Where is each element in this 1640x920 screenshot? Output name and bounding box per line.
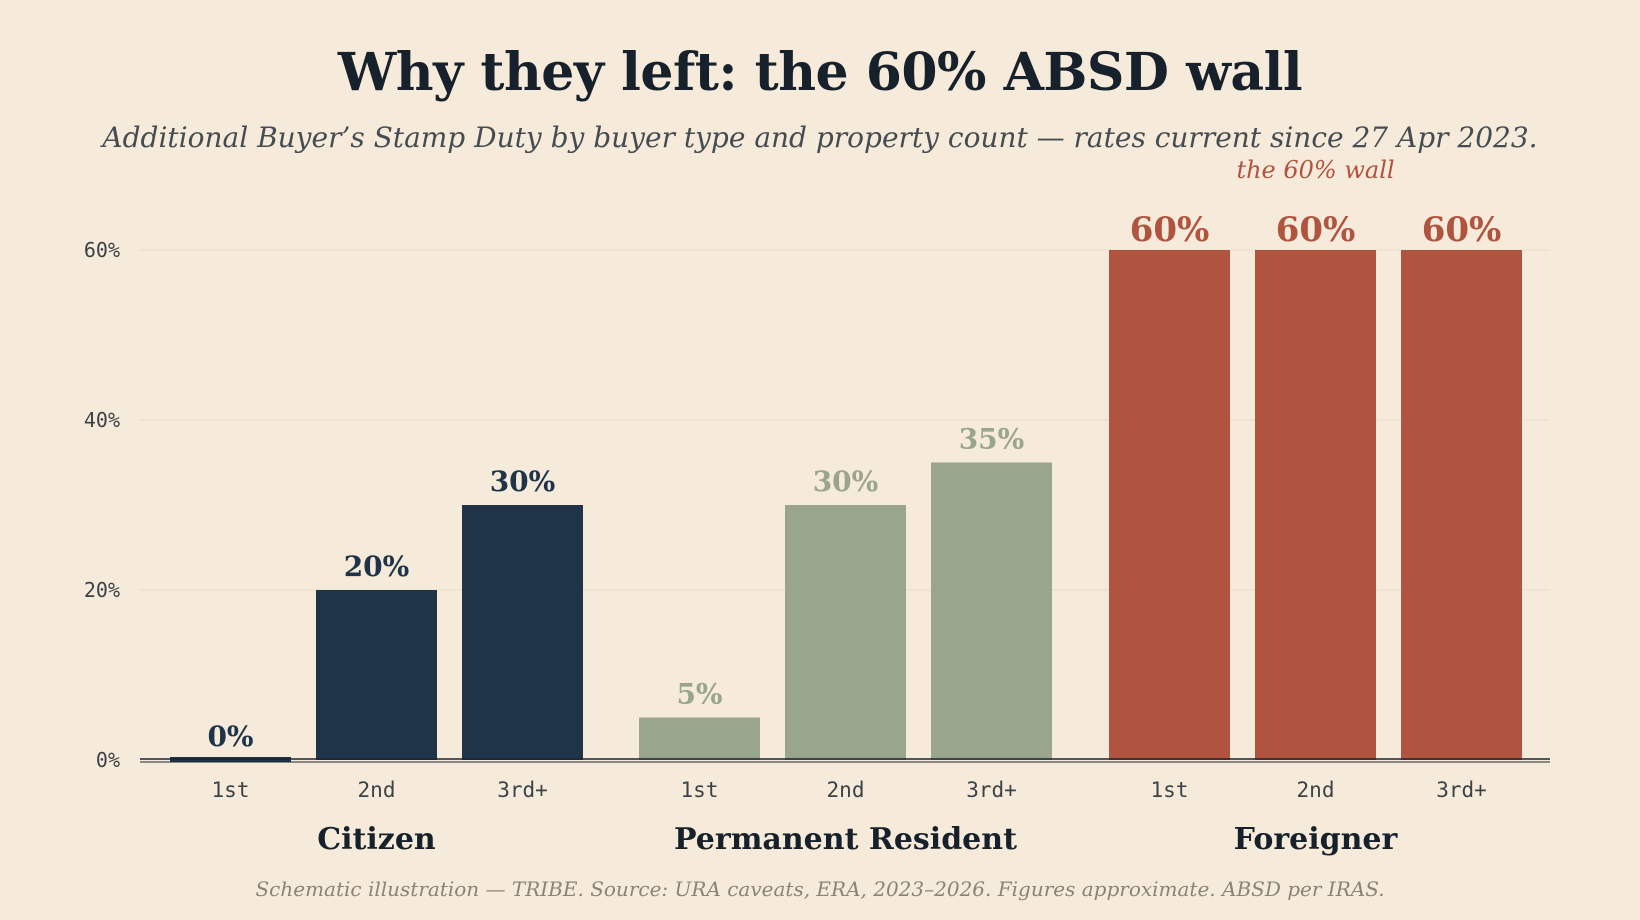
bar (931, 462, 1052, 760)
bar-value-label: 0% (207, 720, 253, 753)
bar-value-label: 60% (1276, 210, 1356, 250)
category-label: 3rd+ (966, 778, 1017, 802)
chart-footnote: Schematic illustration — TRIBE. Source: … (255, 877, 1385, 901)
category-label: 3rd+ (497, 778, 548, 802)
category-label: 2nd (1297, 778, 1335, 802)
category-label: 1st (681, 778, 719, 802)
category-label: 2nd (358, 778, 396, 802)
category-label: 3rd+ (1436, 778, 1487, 802)
group-label: Permanent Resident (674, 822, 1017, 857)
bar-value-label: 60% (1422, 210, 1502, 250)
y-tick-label: 0% (96, 748, 120, 772)
bar (1255, 250, 1376, 760)
bar-value-label: 60% (1130, 210, 1210, 250)
bar-value-label: 5% (676, 678, 722, 711)
bar-value-label: 30% (490, 465, 556, 498)
category-label: 2nd (827, 778, 865, 802)
bar (639, 717, 760, 760)
y-tick-label: 20% (84, 578, 120, 602)
bar (316, 590, 437, 760)
category-label: 1st (212, 778, 250, 802)
group-label: Citizen (317, 822, 436, 857)
category-label: 1st (1151, 778, 1189, 802)
annotation-60-wall: the 60% wall (1236, 156, 1394, 184)
bar-value-label: 20% (344, 550, 410, 583)
bar-value-label: 35% (959, 423, 1025, 456)
y-tick-label: 60% (84, 238, 120, 262)
bar (785, 505, 906, 760)
group-label: Foreigner (1234, 822, 1399, 857)
bar (1401, 250, 1522, 760)
chart-subtitle: Additional Buyer’s Stamp Duty by buyer t… (102, 121, 1538, 154)
bar-value-label: 30% (813, 465, 879, 498)
bar (1109, 250, 1230, 760)
chart-title: Why they left: the 60% ABSD wall (337, 42, 1303, 103)
y-tick-label: 40% (84, 408, 120, 432)
bar (462, 505, 583, 760)
